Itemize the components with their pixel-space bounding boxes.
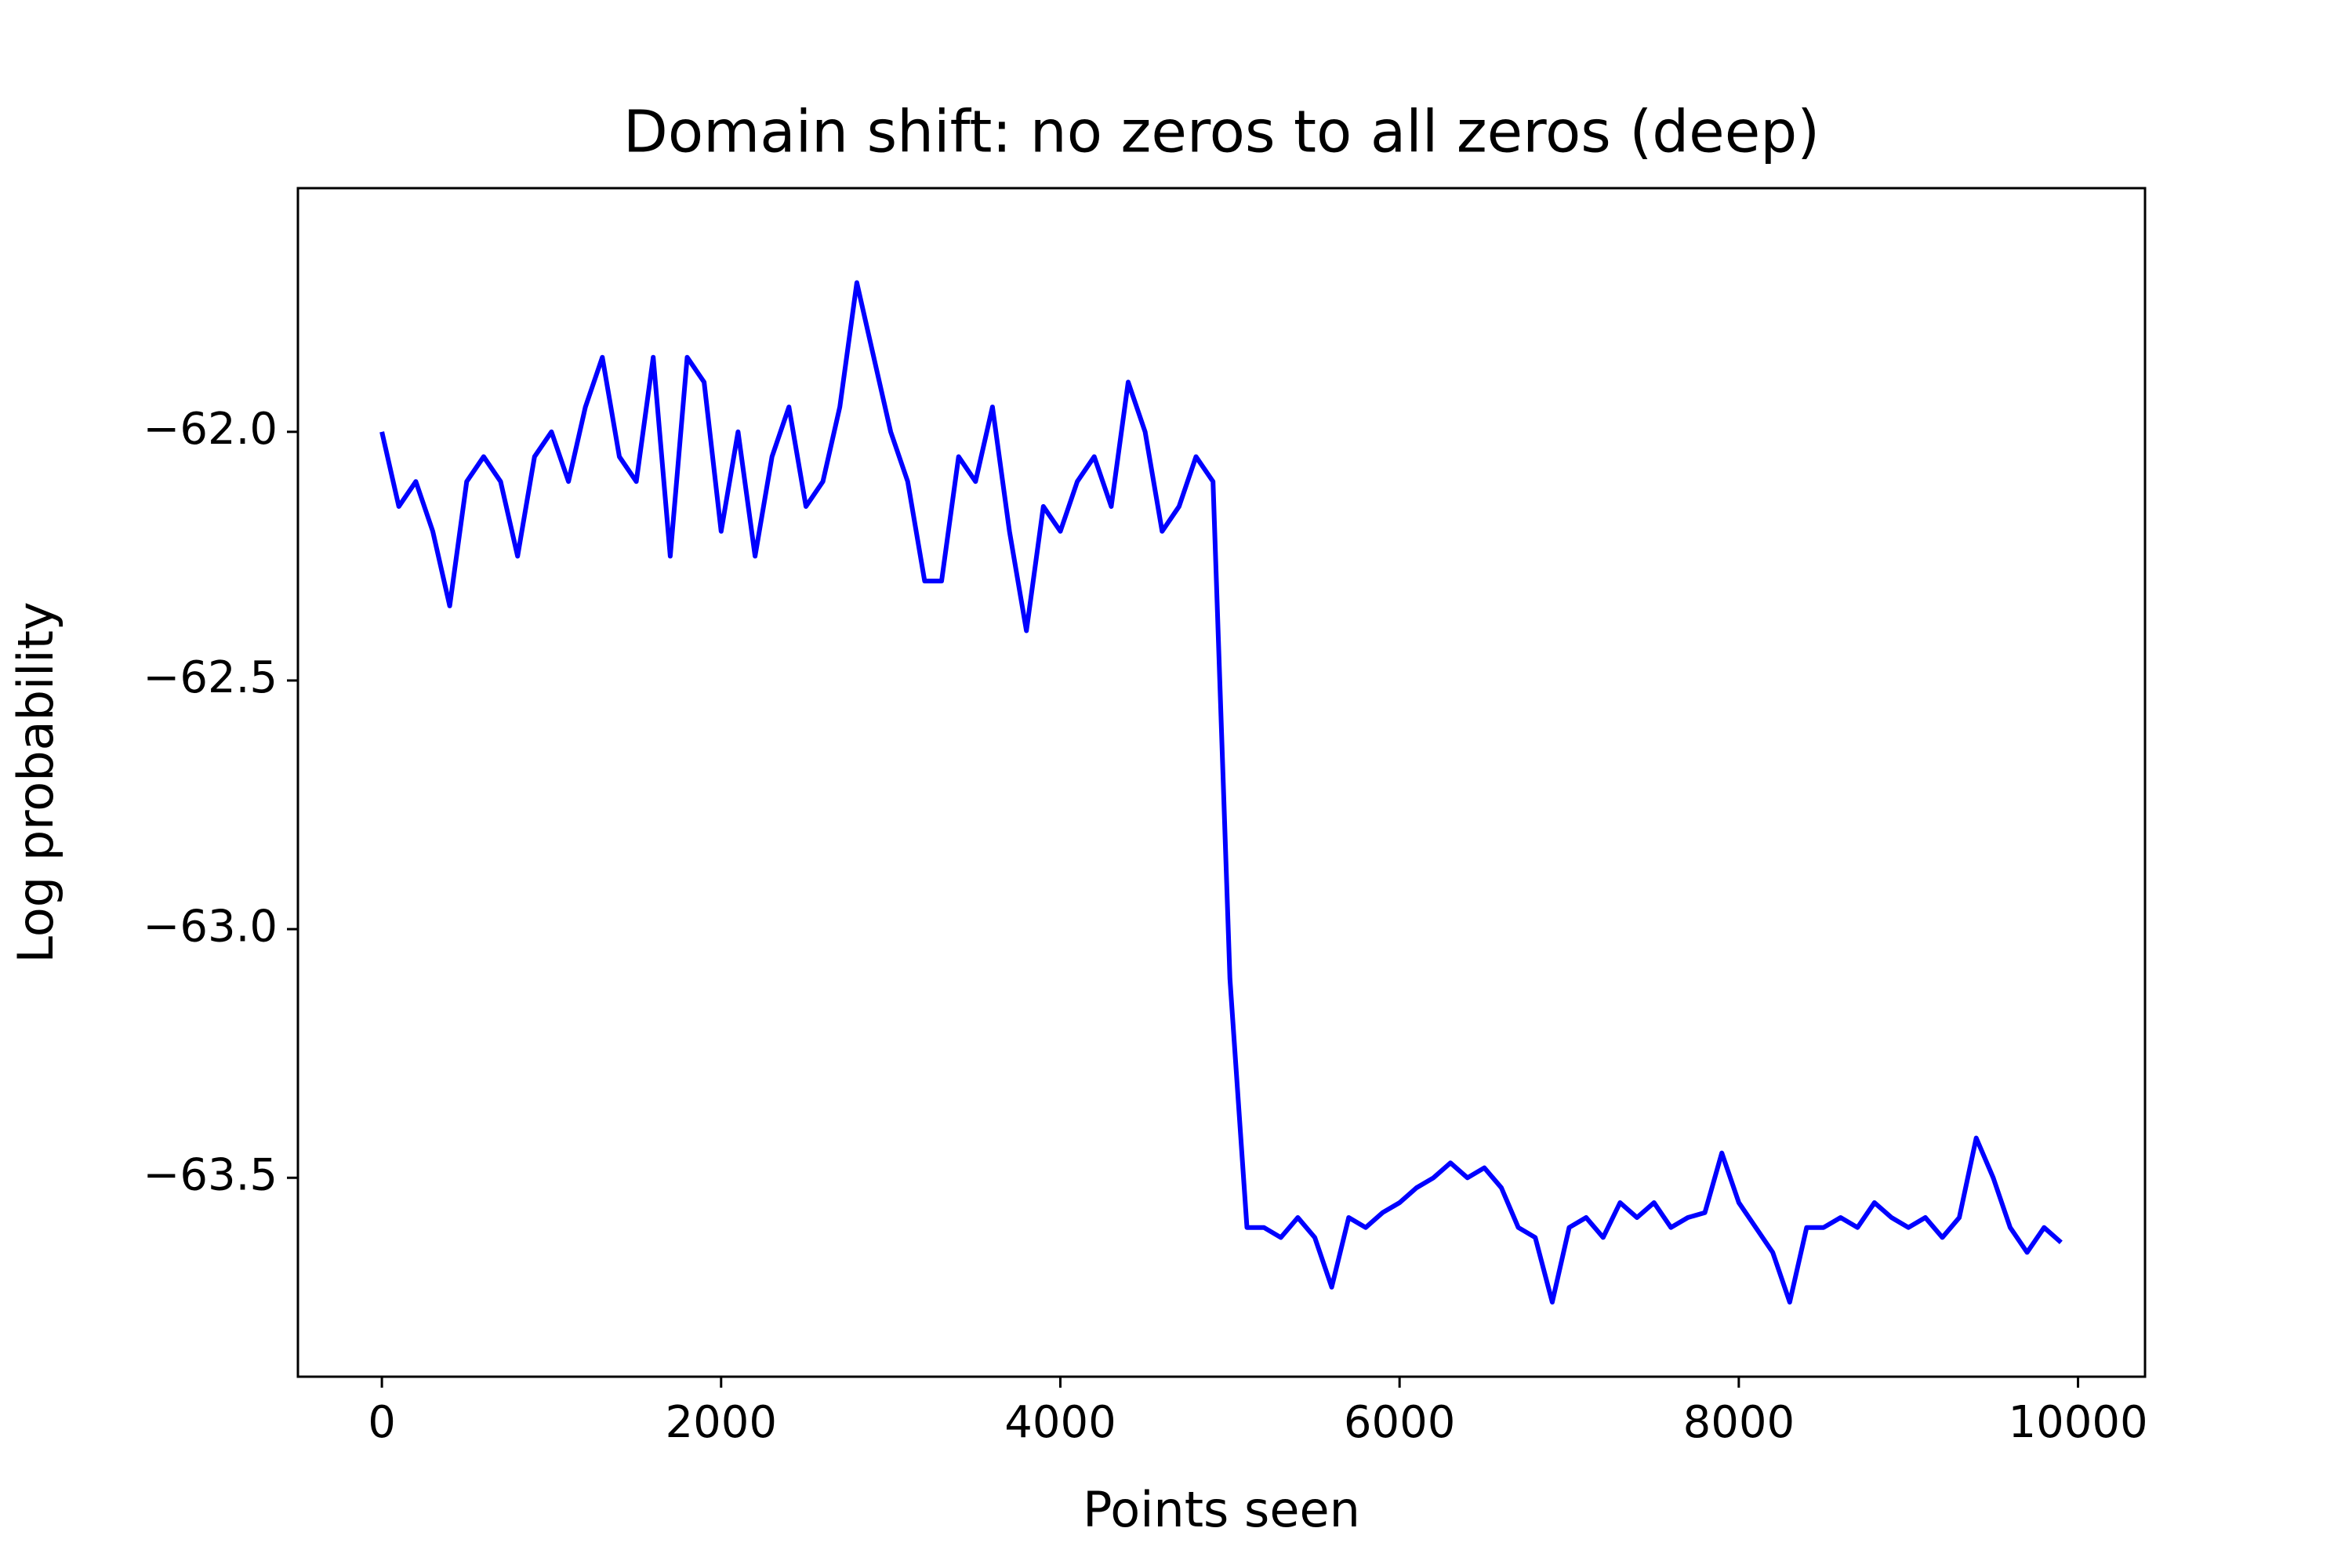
y-tick-label: −62.5 [143, 652, 278, 703]
x-tick-label: 2000 [666, 1397, 778, 1448]
x-axis-label: Points seen [1083, 1481, 1360, 1538]
plot-frame [296, 187, 2147, 1378]
x-tick-label: 8000 [1683, 1397, 1795, 1448]
y-axis-label: Log probability [7, 601, 64, 963]
y-tick-label: −63.5 [143, 1149, 278, 1200]
x-tick-label: 0 [368, 1397, 396, 1448]
y-tick-label: −62.0 [143, 404, 278, 455]
data-line [379, 280, 2063, 1305]
chart-title: Domain shift: no zeros to all zeros (dee… [623, 99, 1820, 166]
y-tick-label: −63.0 [143, 901, 278, 952]
x-tick-label: 10000 [2008, 1397, 2147, 1448]
x-tick-label: 6000 [1344, 1397, 1456, 1448]
x-tick-label: 4000 [1004, 1397, 1116, 1448]
